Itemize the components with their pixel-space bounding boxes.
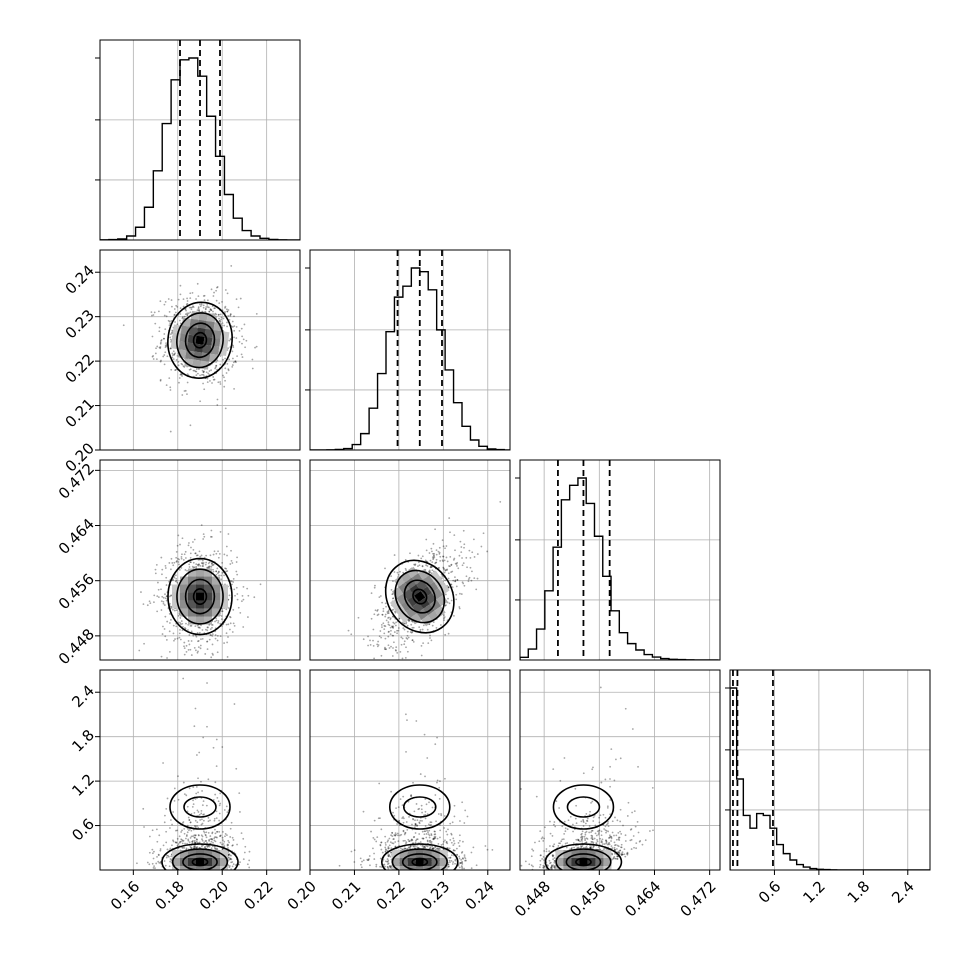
panel-frame <box>519 669 721 871</box>
x-tick-label: 0.24 <box>461 877 497 913</box>
scatter-panel-1-3 <box>309 669 511 871</box>
density-contours <box>384 559 455 634</box>
histogram-step-2 <box>520 477 719 660</box>
panel-frame <box>99 459 301 661</box>
contour-level-3 <box>412 588 428 605</box>
sample-points <box>338 713 494 870</box>
density-contours <box>167 557 233 636</box>
contour-level-1 <box>171 848 229 870</box>
contour-level-0 <box>384 559 455 634</box>
contour-level-0 <box>167 557 233 636</box>
x-tick-label: 0.21 <box>328 877 364 913</box>
histogram-step-0 <box>100 57 300 240</box>
contour-level-3 <box>192 331 208 349</box>
contour-level-upper <box>566 796 601 818</box>
contour-level-2 <box>182 853 218 870</box>
contour-level-1 <box>176 312 224 369</box>
x-tick-label: 0.6 <box>755 877 785 907</box>
x-tick-label: 1.2 <box>799 877 829 907</box>
panel-frame <box>309 459 511 661</box>
scatter-panel-0-1 <box>99 249 301 451</box>
hist-panel-0 <box>95 39 301 241</box>
panel-frame <box>99 669 301 871</box>
contour-level-0 <box>380 843 459 870</box>
x-tick-label: 0.23 <box>417 877 453 913</box>
histogram-step-1 <box>310 267 510 450</box>
contour-level-upper-outer <box>552 784 615 830</box>
x-tick-label: 0.20 <box>196 877 232 913</box>
y-tick-label: 0.448 <box>55 625 98 668</box>
contour-level-3 <box>192 588 208 605</box>
panel-frame <box>729 669 931 871</box>
scatter-panel-0-3 <box>99 669 301 871</box>
panel-frame <box>99 249 301 451</box>
y-tick-label: 0.464 <box>55 515 98 558</box>
x-tick-label: 0.448 <box>511 877 554 920</box>
y-tick-label: 2.4 <box>68 682 98 712</box>
scatter-panel-2-3 <box>519 669 721 871</box>
hist-panel-1 <box>305 249 511 451</box>
scatter-panel-0-2 <box>99 459 301 661</box>
y-tick-label: 0.21 <box>62 395 98 431</box>
x-tick-label: 1.8 <box>844 877 874 907</box>
x-tick-label: 0.464 <box>621 877 664 920</box>
x-tick-label: 0.18 <box>151 877 187 913</box>
contour-level-1 <box>555 848 612 870</box>
sample-points <box>520 686 654 870</box>
contour-level-0 <box>161 843 239 870</box>
x-tick-label: 0.472 <box>677 877 720 920</box>
density-contours <box>380 784 459 870</box>
contour-level-1 <box>176 568 224 625</box>
contour-level-0 <box>167 301 233 379</box>
contour-level-0 <box>544 843 623 870</box>
scatter-panel-1-2 <box>309 459 511 661</box>
panel-frame <box>519 459 721 661</box>
panel-frame <box>309 249 511 451</box>
y-tick-label: 0.23 <box>62 306 98 342</box>
y-tick-label: 0.24 <box>62 262 98 298</box>
contour-level-2 <box>184 578 216 615</box>
contour-level-1 <box>391 848 448 870</box>
contour-level-upper-outer <box>169 784 231 830</box>
y-tick-label: 0.456 <box>55 570 98 613</box>
x-tick-label: 0.22 <box>373 877 409 913</box>
panel-frame <box>99 39 301 241</box>
y-tick-label: 1.2 <box>68 770 98 800</box>
density-contours <box>544 784 623 870</box>
contour-level-3 <box>411 857 429 867</box>
sample-points <box>136 677 251 870</box>
hist-panel-2 <box>515 459 721 661</box>
x-tick-label: 2.4 <box>888 877 918 907</box>
histogram-step-3 <box>730 687 930 870</box>
x-tick-label: 0.22 <box>240 877 276 913</box>
density-contours <box>167 301 233 379</box>
x-tick-label: 0.16 <box>107 877 143 913</box>
contour-level-upper-outer <box>388 784 451 830</box>
contour-level-2 <box>403 579 436 614</box>
density-contours <box>161 784 239 870</box>
y-tick-label: 0.22 <box>62 350 98 386</box>
contour-level-2 <box>184 322 216 359</box>
panel-frame <box>309 669 511 871</box>
contour-level-1 <box>394 569 446 624</box>
x-tick-label: 0.456 <box>566 877 609 920</box>
x-tick-label: 0.20 <box>284 877 320 913</box>
y-tick-label: 0.6 <box>68 815 98 845</box>
y-tick-label: 1.8 <box>68 726 98 756</box>
contour-level-upper <box>402 796 437 818</box>
contour-level-2 <box>401 853 438 870</box>
contour-level-3 <box>191 857 209 867</box>
contour-level-2 <box>565 853 602 870</box>
hist-panel-3 <box>725 669 931 871</box>
contour-level-upper <box>183 796 217 818</box>
contour-level-3 <box>575 857 592 867</box>
